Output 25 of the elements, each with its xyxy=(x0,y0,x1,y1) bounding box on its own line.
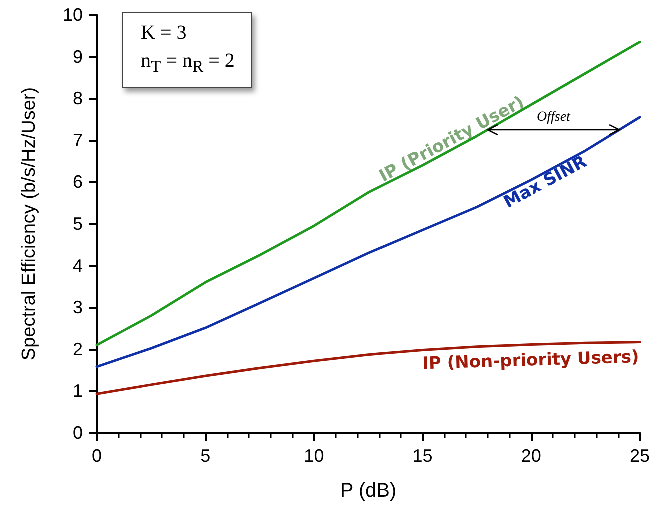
x-tick-label: 15 xyxy=(412,446,433,466)
y-tick-label: 4 xyxy=(72,256,83,276)
y-tick-label: 10 xyxy=(62,5,83,25)
x-tick-label: 10 xyxy=(304,446,324,466)
y-tick-label: 6 xyxy=(72,172,83,192)
x-tick-label: 25 xyxy=(630,446,650,466)
line-series xyxy=(96,341,642,396)
x-tick-label: 5 xyxy=(200,446,211,466)
y-axis-title: Spectral Efficiency (b/s/Hz/User) xyxy=(19,87,40,361)
y-tick-label: 2 xyxy=(72,339,83,360)
series-label: IP (Non-priority Users) xyxy=(422,347,640,374)
x-axis-title: P (dB) xyxy=(340,480,397,502)
x-tick-label: 0 xyxy=(92,446,102,466)
y-tick-label: 9 xyxy=(72,46,83,67)
y-tick-label: 0 xyxy=(72,423,83,443)
y-tick-label: 1 xyxy=(72,381,83,402)
y-tick-label: 7 xyxy=(72,130,83,150)
x-tick-label: 20 xyxy=(521,446,542,466)
annotation: Offset xyxy=(536,110,570,126)
y-tick-label: 8 xyxy=(72,88,83,109)
line-series xyxy=(96,40,642,346)
annotation: n$_{T}$ = n$_{R}$ = 2 xyxy=(141,49,235,78)
y-tick-label: 3 xyxy=(72,298,83,318)
y-tick-label: 5 xyxy=(72,214,83,234)
annotation: K = 3 xyxy=(141,21,188,46)
